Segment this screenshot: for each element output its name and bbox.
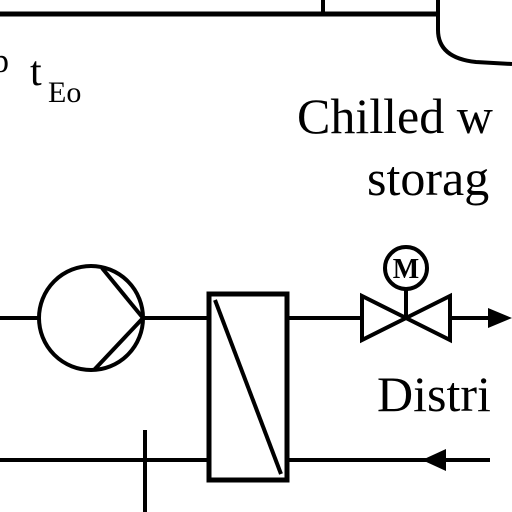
temp-label-subscript: Eo (48, 76, 81, 109)
pump-triangle-bottom (92, 316, 145, 372)
return-arrow-icon (422, 449, 446, 471)
valve-motor-icon (383, 245, 429, 291)
partial-glyph: p (0, 43, 9, 80)
storage-tank (436, 0, 512, 66)
heat-exchanger-diagonal (213, 299, 283, 475)
heat-exchanger-icon (206, 291, 290, 483)
pump-triangle-top (100, 266, 145, 320)
valve-left-triangle (360, 292, 411, 344)
supply-arrow-icon (488, 308, 512, 328)
pump-icon (37, 264, 145, 372)
storage-label-line1: Chilled w (297, 88, 493, 144)
valve-motor-label: M (393, 254, 419, 285)
distribution-label: Distri (377, 366, 491, 422)
temp-label: t (30, 49, 42, 95)
valve-right-triangle (401, 292, 452, 344)
storage-label-line2: storag (367, 150, 489, 206)
